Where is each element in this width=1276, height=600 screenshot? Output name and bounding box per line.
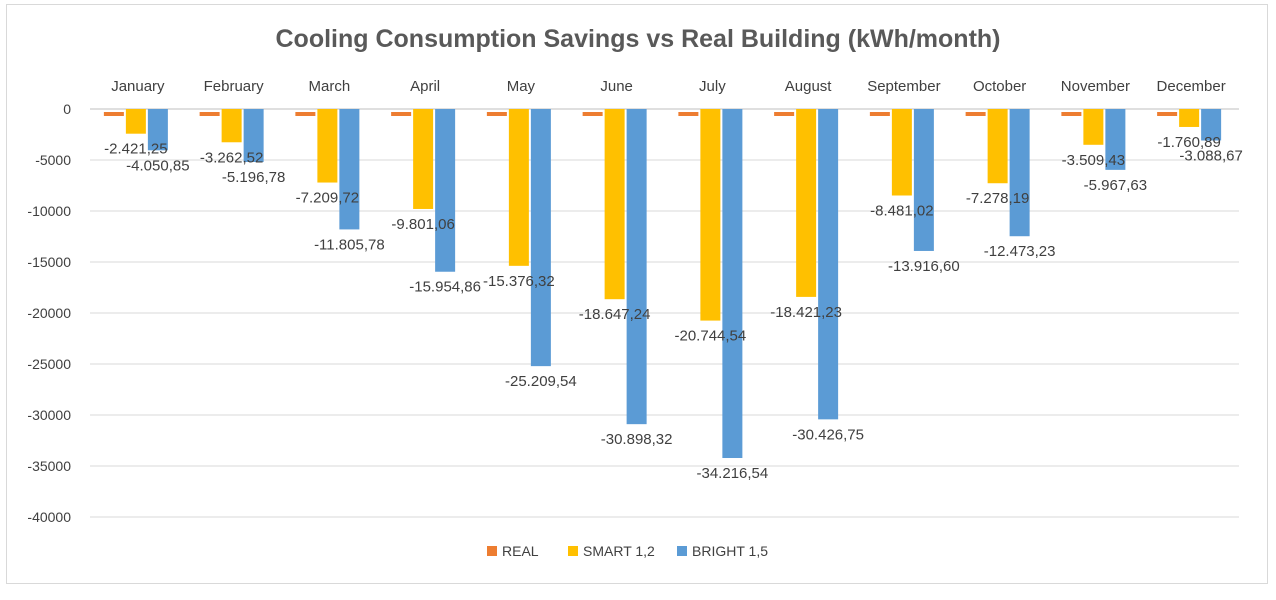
bar-real: [1157, 112, 1178, 116]
bar-bright-1-5: [243, 109, 264, 163]
data-label: -12.473,23: [984, 243, 1056, 260]
x-category-label: December: [1157, 78, 1226, 95]
bar-real: [103, 112, 124, 116]
x-category-label: January: [111, 78, 165, 95]
data-label: -5.196,78: [222, 169, 285, 186]
legend-swatch: [568, 546, 578, 556]
y-tick-label: -40000: [27, 509, 71, 525]
bar-real: [391, 112, 412, 116]
x-category-label: April: [410, 78, 440, 95]
x-category-label: February: [204, 78, 265, 95]
x-category-label: August: [785, 78, 833, 95]
data-label: -13.916,60: [888, 258, 960, 275]
y-axis-ticks: 0 -5000 -10000 -15000 -20000 -25000 -30000 -350…: [27, 101, 71, 525]
x-category-label: October: [973, 78, 1026, 95]
bar-smart-1-2: [1179, 109, 1200, 127]
bar-real: [295, 112, 316, 116]
data-label: -30.898,32: [601, 431, 673, 448]
data-label: -11.805,78: [314, 236, 385, 253]
bar-real: [486, 112, 507, 116]
data-label: -5.967,63: [1084, 177, 1147, 194]
bar-bright-1-5: [530, 109, 551, 367]
bar-real: [678, 112, 699, 116]
bar-bright-1-5: [1201, 109, 1222, 141]
bar-bright-1-5: [435, 109, 456, 272]
x-category-label: November: [1061, 78, 1130, 95]
bar-real: [582, 112, 603, 116]
bar-bright-1-5: [818, 109, 839, 420]
bar-smart-1-2: [221, 109, 242, 143]
bars: [103, 109, 1222, 459]
bar-real: [965, 112, 986, 116]
data-label: -15.376,32: [483, 273, 555, 290]
bar-smart-1-2: [604, 109, 625, 300]
legend-label: REAL: [502, 543, 539, 559]
data-label: -18.421,23: [770, 304, 842, 321]
data-label: -25.209,54: [505, 373, 577, 390]
legend: REAL SMART 1,2 BRIGHT 1,5: [487, 543, 768, 559]
y-tick-label: -20000: [27, 305, 71, 321]
data-labels: -2.421,25 -3.262,52 -7.209,72 -9.801,06 -15.…: [104, 134, 1243, 482]
bar-smart-1-2: [987, 109, 1008, 184]
bar-bright-1-5: [1009, 109, 1030, 237]
gridlines: [90, 108, 1239, 518]
x-category-label: July: [699, 78, 726, 95]
bar-smart-1-2: [413, 109, 434, 209]
bar-bright-1-5: [147, 109, 168, 151]
bar-bright-1-5: [1105, 109, 1126, 170]
data-label: -1.760,89: [1157, 134, 1220, 151]
y-tick-label: -35000: [27, 458, 71, 474]
y-tick-label: -30000: [27, 407, 71, 423]
legend-swatch: [487, 546, 497, 556]
x-axis-categories: January February March April May June July Augu…: [111, 78, 1226, 95]
bar-smart-1-2: [700, 109, 721, 321]
x-category-label: May: [507, 78, 536, 95]
bar-bright-1-5: [913, 109, 934, 251]
x-category-label: June: [600, 78, 633, 95]
data-label: -15.954,86: [409, 279, 481, 296]
bar-real: [774, 112, 795, 116]
data-label: -8.481,02: [870, 203, 933, 220]
y-tick-label: -15000: [27, 254, 71, 270]
chart-title: Cooling Consumption Savings vs Real Buil…: [276, 25, 1001, 53]
x-category-label: September: [867, 78, 940, 95]
data-label: -2.421,25: [104, 141, 167, 158]
bar-smart-1-2: [796, 109, 817, 297]
data-label: -3.262,52: [200, 149, 263, 166]
data-label: -30.426,75: [792, 426, 864, 443]
data-label: -9.801,06: [391, 216, 454, 233]
y-tick-label: -25000: [27, 356, 71, 372]
legend-swatch: [677, 546, 687, 556]
bar-real: [1061, 112, 1082, 116]
y-tick-label: -10000: [27, 203, 71, 219]
bar-bright-1-5: [626, 109, 647, 425]
y-tick-label: -5000: [35, 152, 71, 168]
bar-smart-1-2: [125, 109, 146, 134]
bar-bright-1-5: [722, 109, 743, 459]
data-label: -3.509,43: [1062, 152, 1125, 169]
data-label: -34.216,54: [697, 465, 769, 482]
bar-chart: Cooling Consumption Savings vs Real Buil…: [27, 25, 1243, 559]
data-label: -18.647,24: [579, 306, 651, 323]
bar-smart-1-2: [317, 109, 338, 183]
bar-real: [869, 112, 890, 116]
bar-smart-1-2: [891, 109, 912, 196]
x-category-label: March: [309, 78, 351, 95]
data-label: -7.209,72: [296, 190, 359, 207]
legend-label: SMART 1,2: [583, 543, 655, 559]
legend-label: BRIGHT 1,5: [692, 543, 768, 559]
y-tick-label: 0: [63, 101, 71, 117]
data-label: -3.088,67: [1179, 148, 1242, 165]
bar-smart-1-2: [1083, 109, 1104, 145]
bar-real: [199, 112, 220, 116]
bar-bright-1-5: [339, 109, 360, 230]
chart-frame: Cooling Consumption Savings vs Real Buil…: [6, 4, 1268, 584]
bar-smart-1-2: [508, 109, 529, 266]
data-label: -4.050,85: [126, 157, 189, 174]
data-label: -7.278,19: [966, 190, 1029, 207]
data-label: -20.744,54: [675, 328, 747, 345]
